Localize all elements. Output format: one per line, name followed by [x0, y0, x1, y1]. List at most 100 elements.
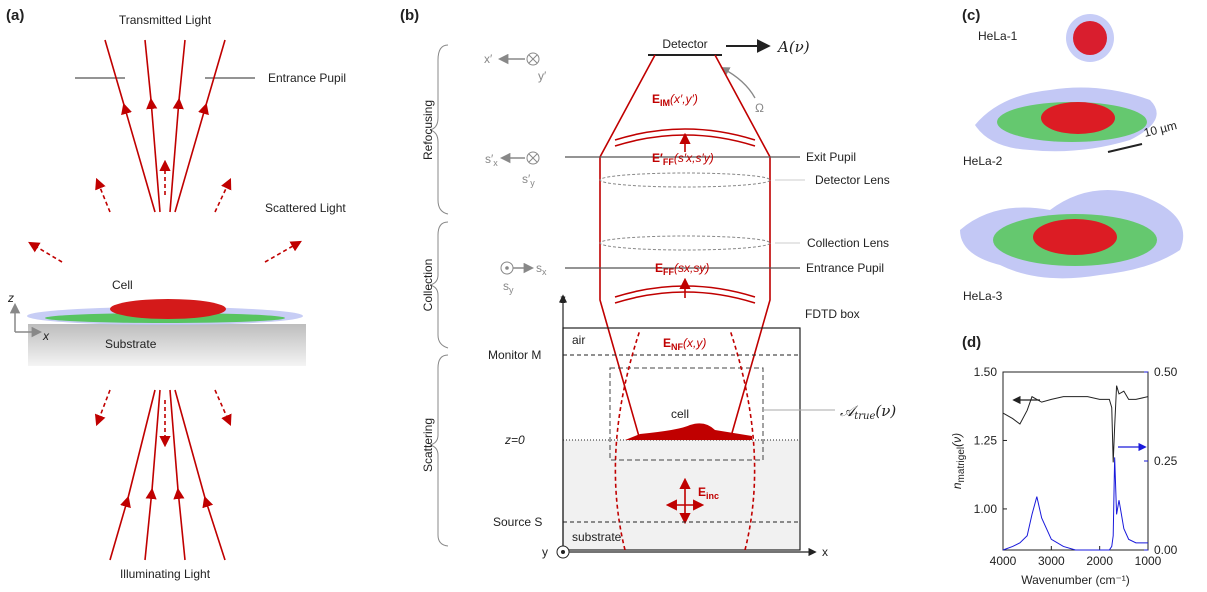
y-axis-label: nmatrigel(ν) — [950, 433, 967, 489]
path-shape — [529, 154, 537, 162]
b-collection: Collection — [421, 259, 435, 312]
b-axis-x: x — [822, 545, 828, 559]
a-illuminating: Illuminating Light — [120, 567, 211, 581]
y-tick-label: 1.25 — [974, 433, 998, 447]
c-label: (c) — [962, 7, 980, 24]
e-nf-symbol: E — [663, 336, 671, 350]
text-shape: ENF(x,y) — [663, 336, 706, 352]
y2-tick-label: 0.25 — [1154, 454, 1178, 468]
b-yp: y′ — [538, 69, 547, 83]
line-shape — [215, 180, 230, 212]
line-shape — [110, 498, 128, 560]
b-xp: x′ — [484, 52, 493, 66]
e-ff-sub: FF — [663, 267, 674, 277]
b-detector: Detector — [662, 37, 707, 51]
circle-shape — [1073, 21, 1107, 55]
line-shape — [215, 390, 230, 424]
a-cell: Cell — [112, 278, 133, 292]
a-entrance-pupil: Entrance Pupil — [268, 71, 346, 85]
b-entrance-pupil: Entrance Pupil — [806, 261, 884, 275]
y2-tick-label: 0.00 — [1154, 543, 1178, 557]
line-shape — [105, 40, 124, 105]
ellipse-shape — [1033, 219, 1117, 255]
figure: (a) Transmitted Light Entrance Pupil Sca… — [0, 0, 1207, 592]
rect-shape — [28, 324, 306, 366]
b-axis-y: y — [542, 545, 548, 559]
sy-sub: y — [509, 285, 514, 295]
a-true-args: (ν) — [875, 402, 896, 420]
path-shape — [529, 55, 537, 63]
a-label: (a) — [6, 7, 24, 24]
a-axis-z: z — [7, 291, 14, 305]
line-shape — [179, 40, 185, 100]
b-detector-lens: Detector Lens — [815, 173, 890, 187]
line-shape — [128, 390, 155, 498]
e-nf-sub: NF — [671, 342, 683, 352]
b-omega: Ω — [755, 101, 764, 115]
text-shape: s′y — [522, 172, 535, 188]
b-refocusing: Refocusing — [421, 100, 435, 160]
b-collection-lens: Collection Lens — [807, 236, 889, 250]
circle-shape — [505, 266, 509, 270]
circle-shape — [561, 550, 565, 554]
line-shape — [175, 390, 205, 498]
d-label: (d) — [962, 334, 981, 351]
y2-tick-label: 0.50 — [1154, 365, 1178, 379]
a-axis-x: x — [42, 329, 50, 343]
path-shape — [722, 68, 755, 98]
b-label: (b) — [400, 7, 419, 24]
e-ff-prime-args: (s′x,s′y) — [674, 151, 714, 165]
plot-frame — [1003, 372, 1148, 550]
ellipse-shape — [600, 236, 770, 250]
b-air: air — [572, 333, 585, 347]
b-z0: z=0 — [504, 433, 525, 447]
ellipse-shape — [110, 299, 226, 319]
line-shape — [178, 490, 185, 560]
line-shape — [97, 390, 110, 424]
line-shape — [170, 100, 179, 212]
e-im-args: (x′,y′) — [670, 92, 698, 106]
b-scattering: Scattering — [421, 418, 435, 472]
b-signal: A(ν) — [776, 38, 810, 56]
line-shape — [145, 40, 151, 100]
e-ff-prime-symbol: E′ — [652, 151, 663, 165]
ellipse-shape — [600, 173, 770, 187]
sx-sub: x — [542, 267, 547, 277]
text-shape: E′FF(s′x,s′y) — [652, 151, 714, 167]
y-axis-label-part: (ν) — [950, 433, 964, 447]
b-axis-z: z — [560, 292, 566, 306]
line-shape — [206, 40, 225, 105]
line-shape — [151, 100, 160, 212]
b-monitor: Monitor M — [488, 348, 541, 362]
text-shape: sy — [503, 279, 514, 295]
text-shape: sx — [536, 261, 547, 277]
e-im-sub: IM — [660, 98, 670, 108]
line-shape — [152, 390, 160, 490]
a-transmitted: Transmitted Light — [119, 13, 212, 27]
b-fdtd-box: FDTD box — [805, 307, 860, 321]
e-nf-args: (x,y) — [683, 336, 706, 350]
b-cell: cell — [671, 407, 689, 421]
a-true-sub: true — [854, 411, 875, 422]
line-shape — [30, 243, 62, 262]
line-shape — [124, 105, 155, 212]
text-shape: s′x — [485, 152, 498, 168]
series-line — [1003, 386, 1148, 463]
line-shape — [145, 490, 152, 560]
ellipse-shape — [1041, 102, 1115, 134]
line-shape — [205, 498, 225, 560]
x-axis-label: Wavenumber (cm⁻¹) — [1021, 573, 1130, 587]
series-line — [1003, 457, 1148, 550]
line-shape — [175, 105, 206, 212]
b-substrate: substrate — [572, 530, 622, 544]
text-shape: EIM(x′,y′) — [652, 92, 698, 108]
e-inc-sub: inc — [706, 491, 719, 501]
x-tick-label: 3000 — [1038, 554, 1065, 568]
e-ff-prime-sub: FF — [663, 157, 674, 167]
x-tick-label: 4000 — [990, 554, 1017, 568]
b-source: Source S — [493, 515, 542, 529]
c-hela3: HeLa-3 — [963, 289, 1003, 303]
syp-sub: y — [530, 178, 535, 188]
e-inc-symbol: E — [698, 485, 706, 499]
